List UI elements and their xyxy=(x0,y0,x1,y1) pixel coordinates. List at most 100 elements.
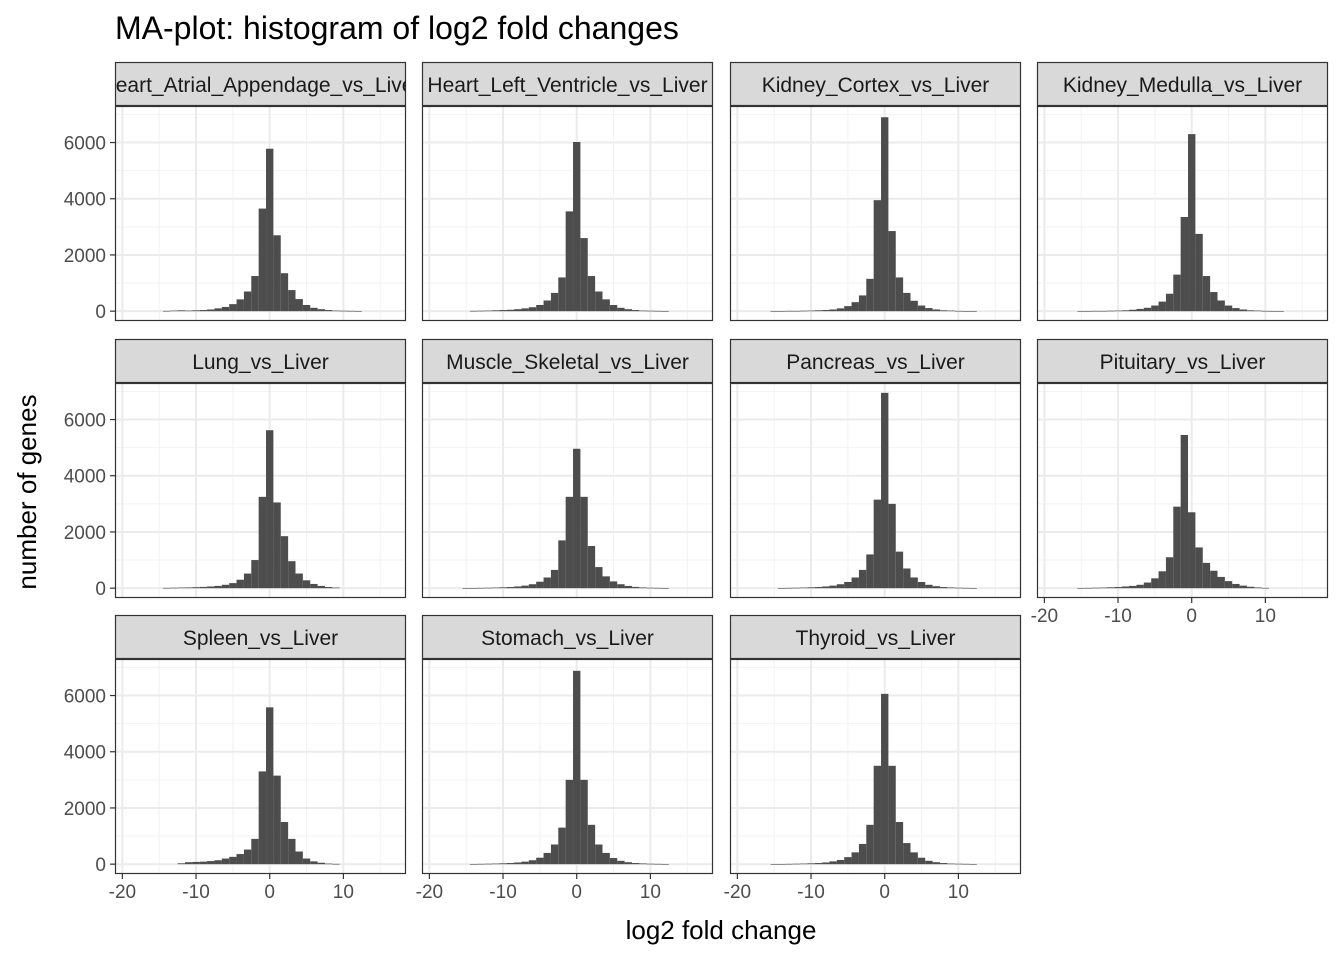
histogram-bar xyxy=(587,276,596,312)
histogram-bar xyxy=(528,860,537,865)
histogram-bar xyxy=(873,200,882,312)
facet-strip xyxy=(421,338,714,384)
histogram-bar xyxy=(543,852,551,865)
histogram-bar xyxy=(354,311,362,312)
histogram-bar xyxy=(236,854,244,865)
histogram-bar xyxy=(295,299,303,312)
histogram-bar xyxy=(595,844,603,865)
histogram-bar xyxy=(903,843,911,865)
histogram-bar xyxy=(792,587,800,589)
histogram-bar xyxy=(646,863,655,865)
x-tick-label: -20 xyxy=(416,882,443,903)
histogram-bar xyxy=(785,863,793,865)
histogram-bar xyxy=(595,567,603,589)
histogram-bar xyxy=(639,587,647,589)
histogram-bar xyxy=(550,569,559,589)
histogram-bar xyxy=(836,308,845,312)
histogram-bar xyxy=(462,588,470,589)
x-tick-label: -10 xyxy=(489,882,516,903)
histogram-bar xyxy=(214,860,222,865)
histogram-bar xyxy=(1077,311,1085,312)
histogram-bar xyxy=(822,586,830,589)
histogram-bar xyxy=(1121,586,1130,589)
histogram-bar xyxy=(1246,586,1255,589)
histogram-bar xyxy=(1077,588,1085,589)
x-tick-label: -20 xyxy=(1031,606,1058,627)
histogram-bar xyxy=(807,863,815,865)
x-axis-title: log2 fold change xyxy=(626,915,817,945)
histogram-bar xyxy=(609,581,618,589)
facet-panel: Lung_vs_Liver 0 2000 4000 6000 xyxy=(64,338,407,600)
histogram-bar xyxy=(273,235,281,312)
histogram-bar xyxy=(844,306,852,312)
histogram-bar xyxy=(639,863,647,865)
histogram-bar xyxy=(184,862,193,865)
histogram-bar xyxy=(192,587,200,589)
histogram-bar xyxy=(947,863,955,865)
histogram-bar xyxy=(851,302,859,312)
histogram-bar xyxy=(258,208,267,312)
histogram-bar xyxy=(917,305,926,312)
histogram-bar xyxy=(1143,582,1152,589)
histogram-bar xyxy=(1099,310,1107,312)
panel-border xyxy=(114,658,407,875)
histogram-bar xyxy=(258,771,267,865)
histogram-bar xyxy=(1180,217,1189,312)
facet-panel: Spleen_vs_Liver 0 2000 4000 6000 -20 -10 0 10 xyxy=(64,614,407,903)
facet-strip xyxy=(421,614,714,660)
histogram-bar xyxy=(962,311,970,312)
histogram-bar xyxy=(814,587,823,589)
histogram-bar xyxy=(888,765,896,865)
histogram-bar xyxy=(221,858,230,865)
histogram-bar xyxy=(236,299,244,312)
histogram-bar xyxy=(661,864,669,865)
facet-strip xyxy=(1036,61,1329,107)
histogram-bar xyxy=(895,551,904,589)
histogram-bar xyxy=(273,775,281,865)
histogram-bar xyxy=(917,581,926,589)
histogram-bar xyxy=(347,310,355,312)
histogram-bar xyxy=(162,587,171,589)
histogram-bar xyxy=(609,304,618,312)
histogram-bar xyxy=(822,310,830,312)
histogram-bar xyxy=(654,863,662,865)
histogram-bar xyxy=(1173,274,1181,312)
panel-border xyxy=(1036,382,1329,599)
histogram-bar xyxy=(836,584,845,589)
histogram-bar xyxy=(1180,434,1189,589)
histogram-bar xyxy=(1121,310,1130,312)
histogram-bar xyxy=(822,862,830,865)
histogram-bar xyxy=(543,300,551,312)
histogram-bar xyxy=(661,588,669,589)
histogram-bar xyxy=(184,310,193,312)
histogram-bar xyxy=(587,546,596,589)
histogram-bar xyxy=(777,588,786,589)
histogram-bar xyxy=(954,310,963,312)
histogram-bar xyxy=(521,861,529,865)
histogram-bar xyxy=(1158,301,1166,312)
histogram-bar xyxy=(617,860,625,865)
histogram-bar xyxy=(207,309,215,312)
histogram-bar xyxy=(1151,305,1159,312)
histogram-bar xyxy=(580,779,588,865)
histogram-bar xyxy=(214,585,222,589)
histogram-bar xyxy=(895,277,904,312)
histogram-bar xyxy=(792,863,800,865)
histogram-bar xyxy=(609,857,618,865)
histogram-bar xyxy=(903,568,911,589)
histogram-bar xyxy=(829,861,837,865)
histogram-bar xyxy=(1202,562,1211,589)
histogram-bar xyxy=(932,309,940,312)
facet-panel: Heart_Left_Ventricle_vs_Liver xyxy=(421,61,714,322)
histogram-bar xyxy=(939,310,948,312)
histogram-bar xyxy=(536,304,544,312)
histogram-bar xyxy=(1239,585,1247,589)
histogram-bar xyxy=(558,827,566,865)
facet-panel: Pancreas_vs_Liver xyxy=(729,338,1022,599)
histogram-bar xyxy=(910,300,918,312)
histogram-bar xyxy=(558,277,566,312)
histogram-bar xyxy=(624,862,632,865)
histogram-bar xyxy=(573,670,581,865)
y-axis-title: number of genes xyxy=(12,394,42,589)
histogram-bar xyxy=(162,310,171,312)
